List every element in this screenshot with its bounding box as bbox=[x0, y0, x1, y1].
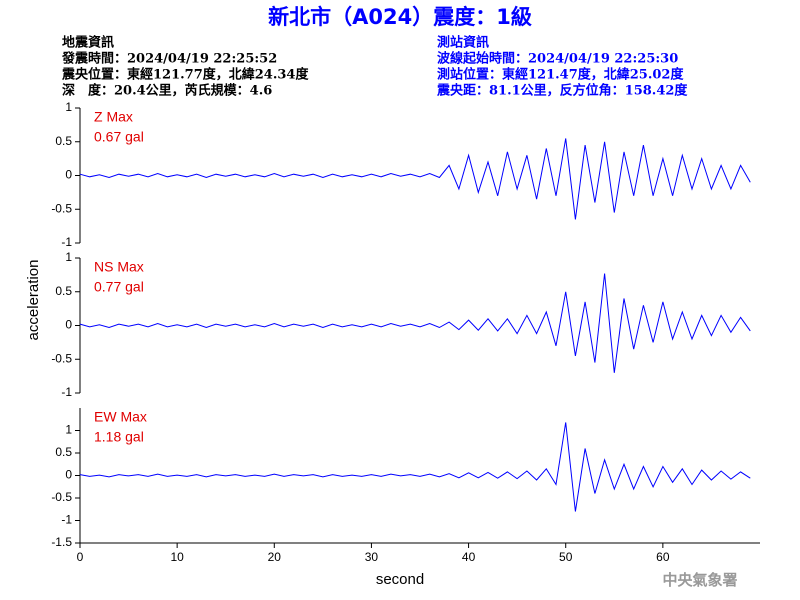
y-axis-label: acceleration bbox=[25, 260, 42, 341]
header-line: 深 度：20.4公里，芮氏規模：4.6 bbox=[62, 83, 272, 99]
header-line: 震央位置：東經121.77度，北緯24.34度 bbox=[61, 67, 309, 83]
header-line: 地震資訊 bbox=[62, 35, 114, 51]
annotation: 0.77 gal bbox=[94, 279, 144, 295]
x-tick-label: 40 bbox=[462, 550, 476, 564]
y-tick-label: -1 bbox=[61, 385, 72, 399]
y-tick-label: 1 bbox=[65, 423, 72, 437]
y-tick-label: -0.5 bbox=[51, 201, 72, 215]
header-line: 發震時間：2024/04/19 22:25:52 bbox=[61, 51, 277, 67]
header-line: 震央距：81.1公里，反方位角：158.42度 bbox=[436, 83, 688, 99]
x-tick-label: 20 bbox=[268, 550, 282, 564]
y-tick-label: 0.5 bbox=[55, 134, 72, 148]
x-tick-label: 60 bbox=[656, 550, 670, 564]
y-tick-label: 0 bbox=[65, 468, 72, 482]
waveform bbox=[79, 422, 751, 512]
waveform bbox=[79, 138, 751, 220]
x-axis-label: second bbox=[376, 571, 424, 588]
x-tick-label: 50 bbox=[559, 550, 573, 564]
x-tick-label: 10 bbox=[170, 550, 184, 564]
y-tick-label: -1 bbox=[61, 513, 72, 527]
footer: 中央氣象署 bbox=[662, 571, 737, 589]
y-tick-label: -1 bbox=[61, 235, 72, 249]
y-tick-label: 0.5 bbox=[55, 445, 72, 459]
x-tick-label: 0 bbox=[77, 550, 84, 564]
annotation: NS Max bbox=[94, 259, 144, 275]
y-tick-label: 1 bbox=[65, 250, 72, 264]
x-tick-label: 30 bbox=[365, 550, 379, 564]
chart-title: 新北市（A024）震度：1級 bbox=[268, 5, 532, 29]
y-tick-label: 0 bbox=[65, 168, 72, 182]
y-tick-label: 0.5 bbox=[55, 284, 72, 298]
y-tick-label: -1.5 bbox=[51, 535, 72, 549]
annotation: 1.18 gal bbox=[94, 429, 144, 445]
y-tick-label: -0.5 bbox=[51, 351, 72, 365]
y-tick-label: -0.5 bbox=[51, 490, 72, 504]
annotation: EW Max bbox=[94, 409, 147, 425]
y-tick-label: 0 bbox=[65, 318, 72, 332]
header-line: 測站資訊 bbox=[437, 35, 489, 51]
annotation: Z Max bbox=[94, 109, 133, 125]
y-tick-label: 1 bbox=[65, 100, 72, 114]
waveform bbox=[79, 273, 751, 373]
header-line: 測站位置：東經121.47度，北緯25.02度 bbox=[437, 67, 684, 83]
header-line: 波線起始時間：2024/04/19 22:25:30 bbox=[437, 51, 678, 67]
annotation: 0.67 gal bbox=[94, 129, 144, 145]
